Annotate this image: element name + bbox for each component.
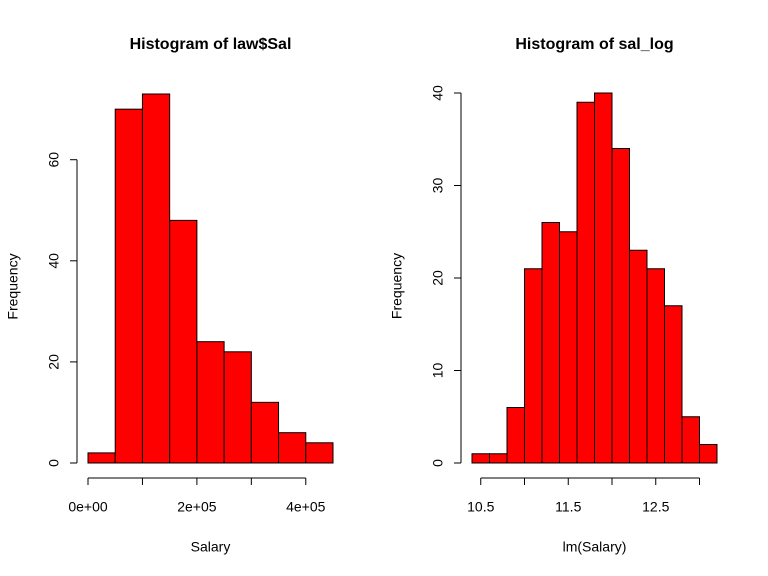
bar — [141, 93, 171, 464]
y-tick-label: 40 — [430, 85, 446, 101]
x-tick-label: 11.5 — [555, 499, 581, 515]
bar — [664, 305, 683, 464]
bar — [576, 101, 595, 464]
bar — [489, 453, 508, 464]
x-tick-label: 2e+05 — [177, 499, 217, 515]
chart-title: Histogram of law$Sal — [130, 36, 292, 53]
y-tick-label: 10 — [430, 363, 446, 379]
bar — [541, 222, 560, 464]
y-tick-label: 20 — [430, 270, 446, 286]
bar — [114, 108, 143, 464]
bar — [594, 92, 613, 464]
bar — [278, 432, 307, 464]
bar — [681, 416, 700, 464]
y-tick-label: 30 — [430, 178, 446, 194]
bar — [471, 453, 490, 464]
y-tick-label: 40 — [46, 253, 62, 269]
bar — [305, 442, 334, 464]
x-tick-label: 10.5 — [467, 499, 494, 515]
bar — [196, 341, 225, 464]
bar — [524, 268, 543, 464]
y-tick-label: 0 — [430, 459, 446, 467]
chart-title: Histogram of sal_log — [515, 36, 673, 53]
bar — [646, 268, 665, 464]
y-tick-label: 20 — [46, 354, 62, 370]
bar — [250, 401, 280, 464]
x-tick-label: 0e+00 — [68, 499, 108, 515]
y-tick-label: 60 — [46, 152, 62, 168]
x-axis-label: lm(Salary) — [563, 539, 627, 555]
x-tick-label: 4e+05 — [286, 499, 326, 515]
bar — [87, 452, 116, 464]
x-tick-label: 12.5 — [642, 499, 669, 515]
x-axis-label: Salary — [191, 539, 231, 555]
y-axis-label: Frequency — [389, 253, 405, 319]
y-axis-label: Frequency — [5, 253, 21, 319]
bar — [223, 351, 252, 464]
bar — [629, 249, 648, 464]
bar — [506, 407, 525, 464]
bar — [169, 219, 198, 464]
bar — [699, 444, 718, 464]
y-tick-label: 0 — [46, 459, 62, 467]
bar — [559, 231, 578, 464]
bar — [611, 148, 630, 464]
